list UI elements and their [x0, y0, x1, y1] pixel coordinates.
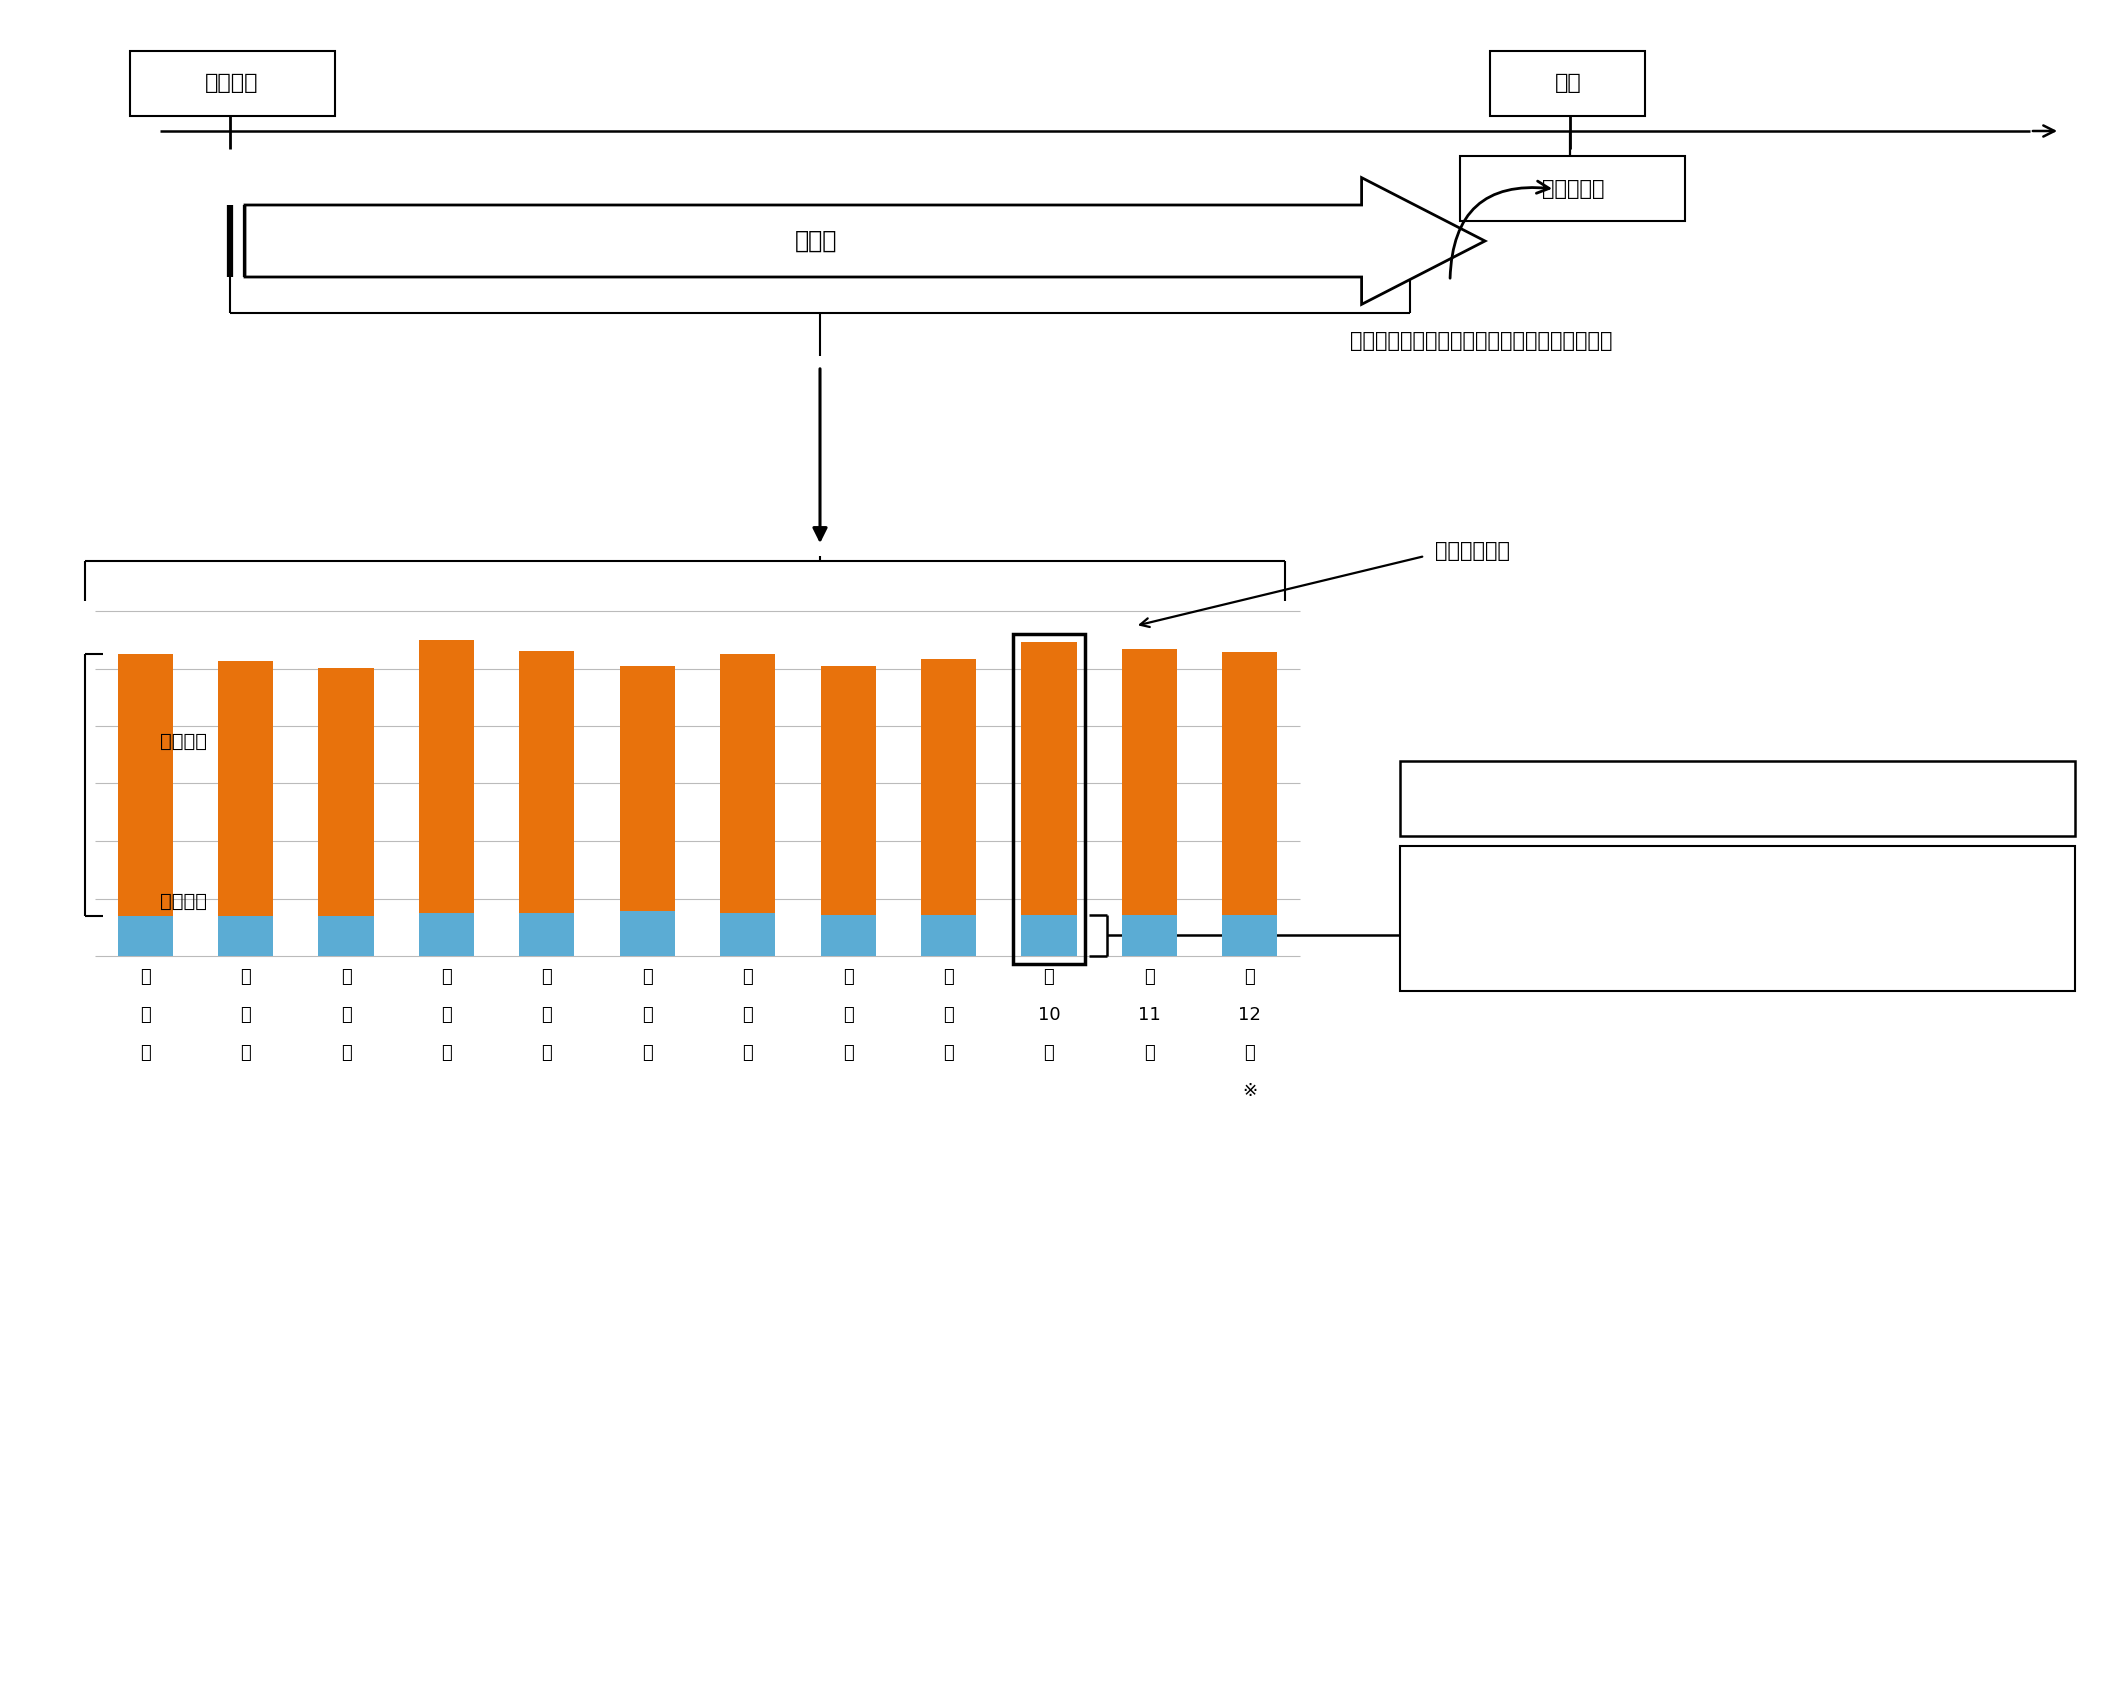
Text: ※初回１年間に支払った利子分が対象であるため、: ※初回１年間に支払った利子分が対象であるため、: [1418, 857, 1632, 873]
Bar: [620, 667, 675, 912]
Text: ２: ２: [239, 1005, 252, 1024]
Text: ※: ※: [1243, 1082, 1257, 1101]
Polygon shape: [246, 177, 1484, 304]
Text: 第: 第: [1245, 968, 1255, 987]
Bar: [720, 913, 775, 956]
Bar: [318, 668, 375, 917]
Text: 第: 第: [341, 968, 351, 987]
Bar: [218, 662, 273, 917]
Text: 回: 回: [1044, 1044, 1054, 1061]
Text: １回分の返済: １回分の返済: [1435, 541, 1509, 561]
Bar: [1461, 156, 1685, 221]
Text: ４: ４: [440, 1005, 451, 1024]
Text: ８: ８: [843, 1005, 853, 1024]
Text: 回: 回: [239, 1044, 252, 1061]
Text: 第: 第: [1143, 968, 1154, 987]
Text: 11: 11: [1139, 1005, 1160, 1024]
Bar: [419, 913, 474, 956]
Text: ７: ７: [743, 1005, 754, 1024]
Text: 回: 回: [140, 1044, 150, 1061]
Text: 回: 回: [1245, 1044, 1255, 1061]
Text: ９: ９: [944, 1005, 955, 1024]
Text: １年間に１２回以上支払っている場合は: １年間に１２回以上支払っている場合は: [1418, 920, 1581, 936]
Text: 回: 回: [743, 1044, 754, 1061]
Bar: [1122, 650, 1177, 915]
Text: １月: １月: [1554, 73, 1581, 94]
Text: 回: 回: [440, 1044, 451, 1061]
Bar: [1399, 845, 2075, 992]
Text: 第: 第: [843, 968, 853, 987]
Text: 第: 第: [743, 968, 754, 987]
Bar: [1014, 634, 1084, 964]
Bar: [318, 917, 375, 956]
Text: ６: ６: [641, 1005, 652, 1024]
Text: 回: 回: [341, 1044, 351, 1061]
Text: 第: 第: [1044, 968, 1054, 987]
Bar: [1222, 915, 1277, 956]
Text: 第: 第: [239, 968, 252, 987]
Text: ３: ３: [341, 1005, 351, 1024]
Text: 繰上げ返済などの理由で: 繰上げ返済などの理由で: [1418, 879, 1518, 895]
Text: 第: 第: [641, 968, 652, 987]
Bar: [1122, 915, 1177, 956]
Bar: [218, 917, 273, 956]
Bar: [1490, 51, 1645, 116]
Text: 第: 第: [944, 968, 955, 987]
Bar: [1020, 641, 1078, 915]
Text: 第: 第: [542, 968, 553, 987]
Text: ５: ５: [542, 1005, 553, 1024]
Bar: [519, 651, 574, 913]
Text: １: １: [140, 1005, 150, 1024]
Bar: [419, 640, 474, 913]
Text: 回: 回: [1143, 1044, 1154, 1061]
Bar: [821, 667, 876, 915]
Text: 回: 回: [641, 1044, 652, 1061]
Bar: [119, 655, 174, 917]
Bar: [1399, 760, 2075, 835]
Text: 回: 回: [843, 1044, 853, 1061]
Bar: [1020, 915, 1078, 956]
Text: 第: 第: [440, 968, 451, 987]
Bar: [821, 915, 876, 956]
Text: 返済利子: 返済利子: [161, 891, 207, 910]
Text: 返済元金: 返済元金: [161, 731, 207, 750]
Text: 回: 回: [944, 1044, 955, 1061]
Text: 12: 12: [1238, 1005, 1262, 1024]
Text: この返済した利子分が審査対象: この返済した利子分が審査対象: [1649, 789, 1825, 808]
Text: １年間返済を終えた後はじめてくる１月に申請: １年間返済を終えた後はじめてくる１月に申請: [1351, 332, 1613, 350]
Bar: [519, 913, 574, 956]
Bar: [129, 51, 334, 116]
Bar: [921, 660, 976, 915]
Text: 回: 回: [542, 1044, 553, 1061]
Bar: [720, 655, 775, 913]
Bar: [119, 917, 174, 956]
Text: 申請する月: 申請する月: [1541, 179, 1605, 199]
Bar: [921, 915, 976, 956]
Text: 第: 第: [140, 968, 150, 987]
Text: 10: 10: [1037, 1005, 1061, 1024]
Text: 支払開始: 支払開始: [205, 73, 258, 94]
Bar: [1222, 653, 1277, 915]
Text: １２回以降も対象となりえます。: １２回以降も対象となりえます。: [1418, 963, 1554, 978]
Text: １年間: １年間: [794, 230, 836, 253]
Bar: [620, 912, 675, 956]
